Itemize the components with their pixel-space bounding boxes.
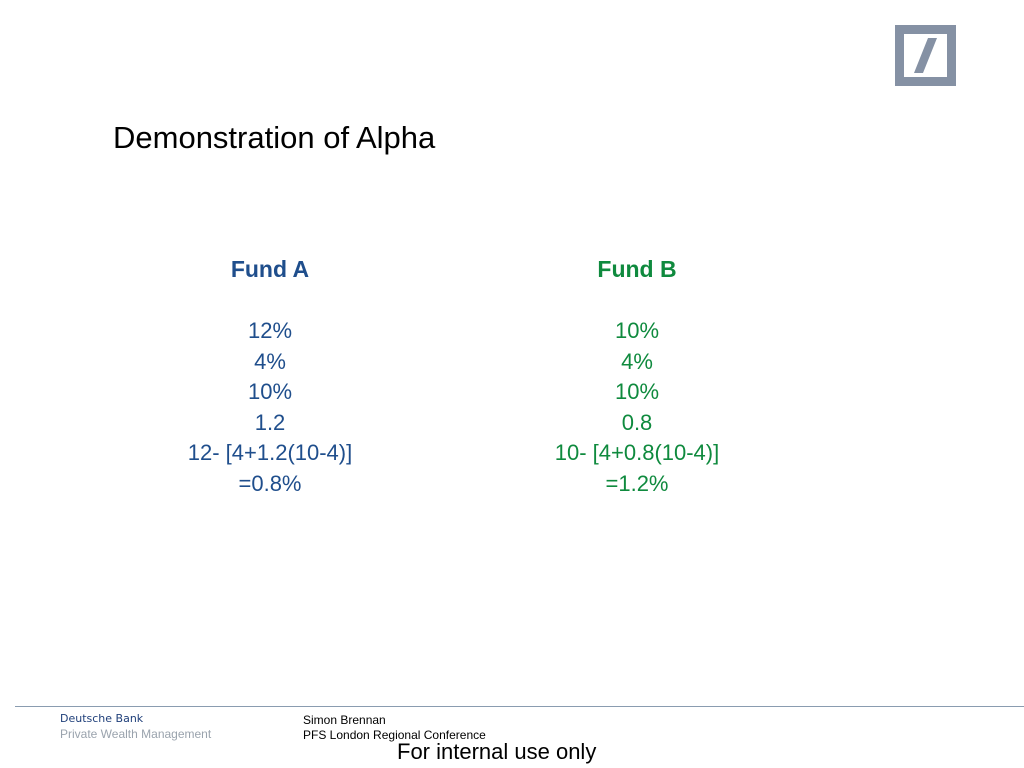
fund-a-heading: Fund A bbox=[230, 256, 310, 282]
footer-brand-division: Private Wealth Management bbox=[60, 727, 212, 741]
fund-b-beta: 0.8 bbox=[621, 409, 653, 435]
fund-b-formula: 10- [4+0.8(10-4)] bbox=[554, 440, 720, 465]
page-title: Demonstration of Alpha bbox=[113, 120, 436, 155]
footer-brand-name: Deutsche Bank bbox=[60, 712, 144, 725]
footer-presenter: Simon Brennan bbox=[303, 713, 386, 727]
fund-a-beta: 1.2 bbox=[254, 409, 286, 435]
footer-classification: For internal use only bbox=[397, 739, 597, 764]
fund-a-alpha: =0.8% bbox=[238, 470, 302, 496]
fund-a-risk-free-rate: 4% bbox=[254, 348, 286, 374]
fund-a-column: Fund A 12% 4% 10% 1.2 12- [4+1.2(10-4)] … bbox=[120, 255, 420, 499]
fund-b-risk-free-rate: 4% bbox=[621, 348, 653, 374]
fund-b-alpha: =1.2% bbox=[605, 470, 669, 496]
fund-b-market-return: 10% bbox=[614, 379, 660, 404]
fund-b-return: 10% bbox=[614, 318, 660, 343]
footer-event: PFS London Regional Conference bbox=[303, 728, 486, 742]
fund-a-market-return: 10% bbox=[247, 379, 293, 404]
fund-b-values: 10% 4% 10% 0.8 10- [4+0.8(10-4)] =1.2% bbox=[487, 316, 787, 499]
footer-divider bbox=[15, 706, 1024, 707]
logo-slash-icon bbox=[904, 34, 947, 77]
fund-a-formula: 12- [4+1.2(10-4)] bbox=[187, 440, 353, 465]
fund-a-values: 12% 4% 10% 1.2 12- [4+1.2(10-4)] =0.8% bbox=[120, 316, 420, 499]
deutsche-bank-logo bbox=[895, 25, 956, 86]
fund-b-column: Fund B 10% 4% 10% 0.8 10- [4+0.8(10-4)] … bbox=[487, 255, 787, 499]
fund-a-return: 12% bbox=[247, 318, 293, 343]
fund-b-heading: Fund B bbox=[597, 256, 677, 282]
